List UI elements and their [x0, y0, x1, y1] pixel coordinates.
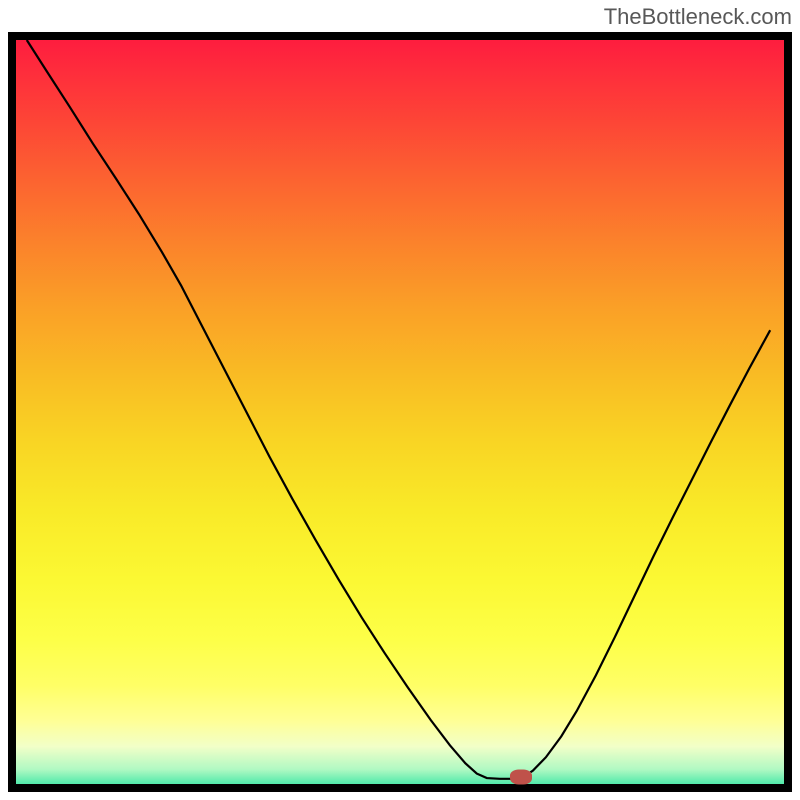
- plot-area: [8, 32, 792, 792]
- optimal-point-marker: [510, 770, 532, 785]
- chart-container: TheBottleneck.com: [0, 0, 800, 800]
- bottleneck-curve: [8, 32, 792, 792]
- watermark-text: TheBottleneck.com: [604, 4, 792, 30]
- chart-outer: [0, 32, 800, 800]
